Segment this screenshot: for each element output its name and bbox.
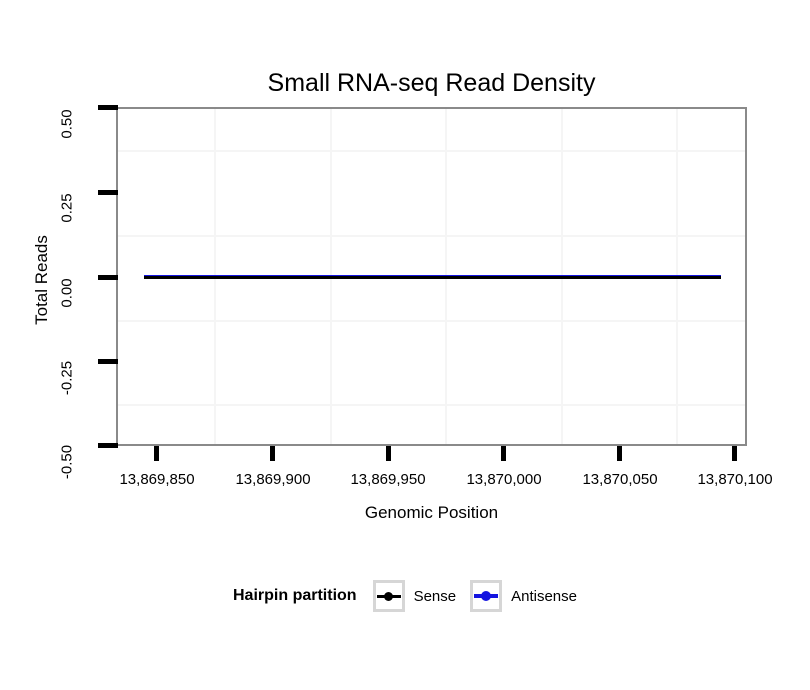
legend-title: Hairpin partition bbox=[233, 587, 357, 604]
y-tick-label: 0.00 bbox=[58, 278, 76, 308]
chart-title: Small RNA-seq Read Density bbox=[267, 69, 596, 97]
x-tick-label: 13,870,100 bbox=[697, 471, 773, 488]
x-tick-label: 13,869,900 bbox=[235, 471, 311, 488]
sense-point-icon bbox=[384, 591, 394, 601]
y-tick bbox=[98, 359, 118, 364]
x-tick-label: 13,869,850 bbox=[119, 471, 195, 488]
sense-series-line bbox=[144, 276, 721, 279]
x-tick bbox=[386, 446, 391, 461]
legend-label-antisense: Antisense bbox=[511, 587, 577, 605]
x-tick-label: 13,870,050 bbox=[582, 471, 658, 488]
legend: Hairpin partition Sense Antisense bbox=[0, 579, 810, 613]
legend-key-antisense bbox=[470, 580, 503, 612]
y-axis-title: Total Reads bbox=[32, 235, 51, 325]
y-tick bbox=[98, 190, 118, 195]
x-tick-label: 13,870,000 bbox=[466, 471, 542, 488]
x-tick bbox=[501, 446, 506, 461]
x-tick bbox=[617, 446, 622, 461]
y-tick-label: -0.25 bbox=[58, 360, 76, 396]
antisense-point-icon bbox=[481, 591, 492, 601]
minor-gridline-horizontal bbox=[118, 320, 745, 322]
y-tick-label: 0.25 bbox=[58, 193, 76, 223]
minor-gridline-horizontal bbox=[118, 235, 745, 237]
legend-label-sense: Sense bbox=[413, 587, 457, 605]
x-tick bbox=[270, 446, 275, 461]
x-tick-label: 13,869,950 bbox=[350, 471, 426, 488]
x-tick bbox=[154, 446, 159, 461]
y-tick bbox=[98, 443, 118, 448]
plot-panel bbox=[116, 107, 747, 446]
x-axis-title: Genomic Position bbox=[364, 503, 499, 522]
y-tick bbox=[98, 105, 118, 110]
y-tick-label: 0.50 bbox=[58, 109, 76, 139]
minor-gridline-horizontal bbox=[118, 404, 745, 406]
x-tick bbox=[732, 446, 737, 461]
y-tick bbox=[98, 275, 118, 280]
minor-gridline-horizontal bbox=[118, 150, 745, 152]
legend-key-sense bbox=[372, 580, 405, 612]
y-tick-label: -0.50 bbox=[58, 444, 76, 480]
